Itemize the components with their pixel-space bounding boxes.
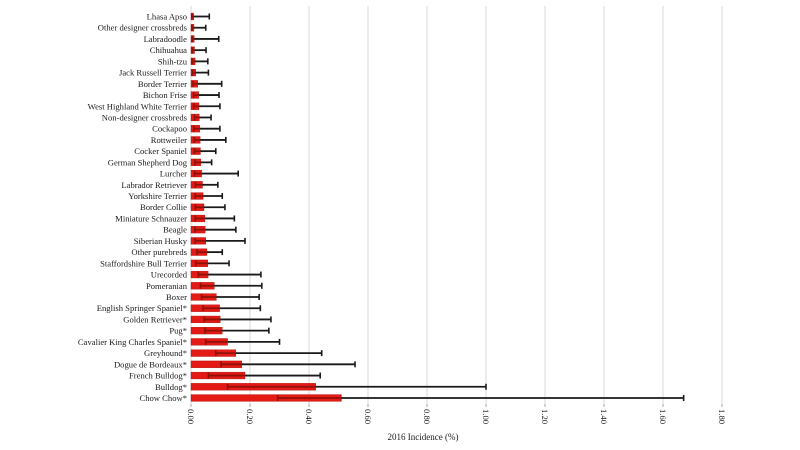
category-label: Urecorded	[151, 270, 188, 280]
category-label: Golden Retriever*	[123, 314, 187, 324]
category-label: Bichon Frise	[143, 90, 187, 100]
category-label: Border Terrier	[138, 79, 187, 89]
category-label: Yorkshire Terrier	[128, 191, 187, 201]
category-label: Labradoodle	[144, 34, 188, 44]
category-label: Other purebreds	[131, 247, 187, 257]
x-tick-label: 0.60	[363, 409, 373, 424]
category-label: Beagle	[163, 225, 187, 235]
category-label: Greyhound*	[144, 348, 187, 358]
category-label: Labrador Retriever	[121, 180, 187, 190]
category-label: Chow Chow*	[139, 393, 187, 403]
category-label: Border Collie	[140, 202, 187, 212]
category-label: German Shepherd Dog	[108, 157, 188, 167]
x-axis-title: 2016 Incidence (%)	[388, 432, 459, 442]
category-label: Staffordshire Bull Terrier	[100, 258, 187, 268]
category-label: Rottweiler	[151, 135, 187, 145]
x-tick-label: 0.40	[304, 409, 314, 424]
category-label: French Bulldog*	[129, 371, 187, 381]
category-label: West Highland White Terrier	[88, 101, 187, 111]
category-label: Pomeranian	[146, 281, 188, 291]
category-label: Other designer crossbreds	[98, 23, 188, 33]
x-tick-label: 0.20	[245, 409, 255, 424]
x-tick-label: 1.40	[599, 409, 609, 424]
category-label: Chihuahua	[150, 45, 187, 55]
x-tick-label: 0.00	[186, 409, 196, 424]
category-label: Cockapoo	[152, 124, 187, 134]
category-label: Pug*	[169, 326, 187, 336]
x-tick-label: 1.00	[481, 409, 491, 424]
category-label: Miniature Schnauzer	[115, 213, 187, 223]
x-tick-label: 1.20	[540, 409, 550, 424]
x-tick-label: 0.80	[422, 409, 432, 424]
category-label: Bulldog*	[155, 382, 187, 392]
category-label: Dogue de Bordeaux*	[114, 359, 187, 369]
category-label: Lhasa Apso	[147, 12, 187, 22]
category-label: Non-designer crossbreds	[102, 112, 188, 122]
category-label: Shih-tzu	[158, 56, 188, 66]
x-tick-label: 1.60	[658, 409, 668, 424]
category-label: Jack Russell Terrier	[119, 68, 187, 78]
category-label: Lurcher	[160, 169, 187, 179]
category-label: Siberian Husky	[134, 236, 188, 246]
x-tick-label: 1.80	[717, 409, 727, 424]
category-label: Boxer	[166, 292, 187, 302]
category-label: Cocker Spaniel	[134, 146, 187, 156]
category-label: English Springer Spaniel*	[97, 303, 187, 313]
category-label: Cavalier King Charles Spaniel*	[78, 337, 187, 347]
